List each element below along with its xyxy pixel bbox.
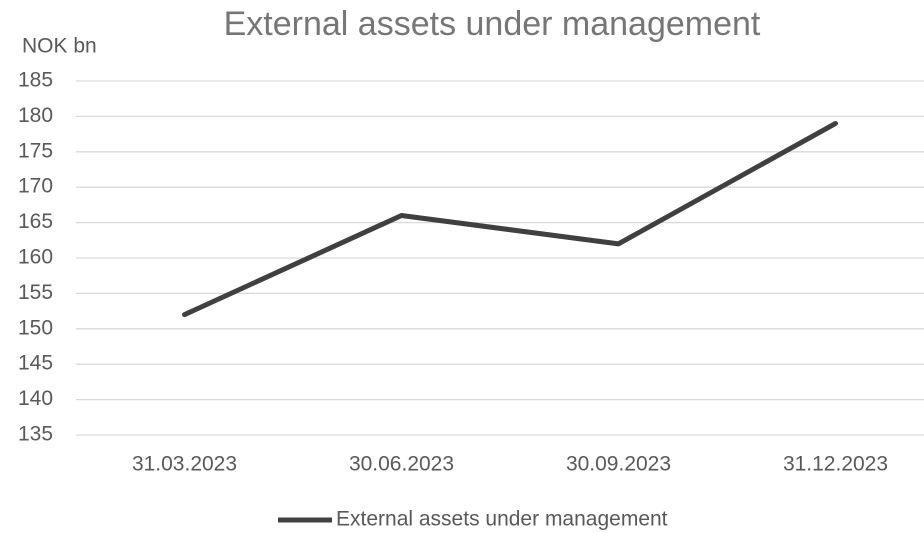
y-tick-label: 165 [18, 210, 53, 233]
x-tick-label: 31.12.2023 [783, 453, 888, 476]
y-tick-label: 175 [18, 139, 53, 162]
y-tick-label: 140 [18, 387, 53, 410]
data-line [182, 120, 838, 318]
x-tick-label: 30.09.2023 [566, 453, 671, 476]
x-tick-label: 30.06.2023 [349, 453, 454, 476]
y-tick-label: 150 [18, 316, 53, 339]
y-tick-label: 180 [18, 104, 53, 127]
chart-title: External assets under management [224, 5, 761, 43]
y-tick-label: 145 [18, 352, 53, 375]
y-tick-label: 160 [18, 246, 53, 269]
y-tick-label: 155 [18, 281, 53, 304]
y-axis-label: NOK bn [22, 35, 97, 58]
x-tick-label: 31.03.2023 [132, 453, 237, 476]
y-tick-label: 135 [18, 423, 53, 446]
y-tick-label: 185 [18, 69, 53, 92]
y-tick-label: 170 [18, 175, 53, 198]
legend-label: External assets under management [336, 508, 668, 531]
